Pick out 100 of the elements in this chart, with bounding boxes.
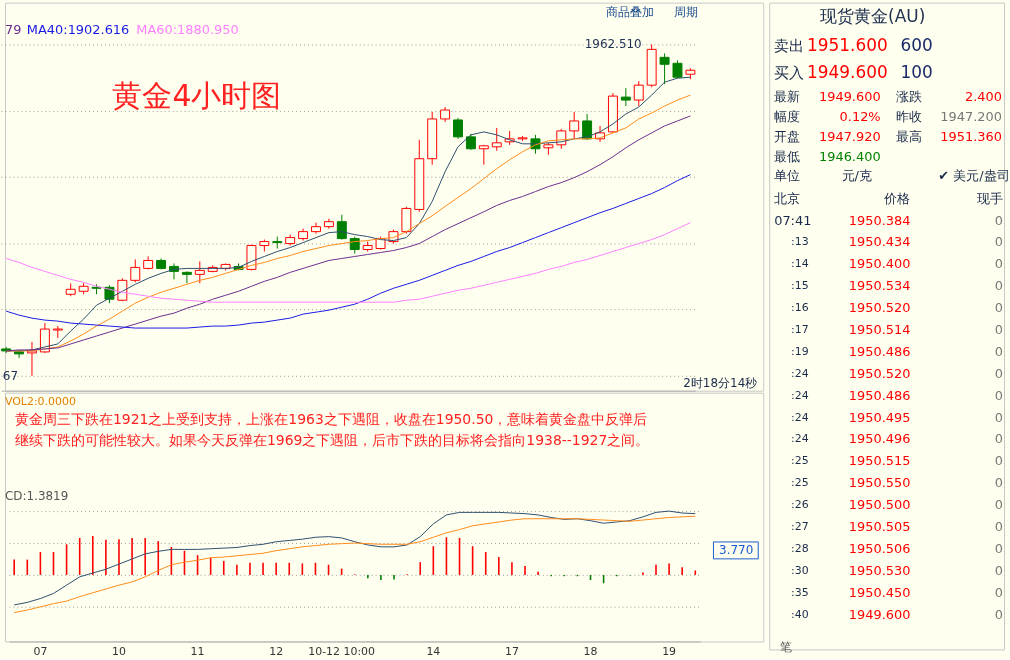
- annotation: 2时18分14秒: [683, 375, 758, 390]
- text: :24: [791, 410, 809, 424]
- x-tick-label: 17: [504, 644, 519, 658]
- text: 0: [994, 212, 1004, 228]
- candlestick: [633, 80, 644, 107]
- text: 0: [994, 300, 1004, 316]
- text: 1950.530: [848, 562, 911, 578]
- text: :15: [791, 279, 809, 293]
- text: 0: [994, 321, 1004, 337]
- text: 2.400: [965, 89, 1003, 105]
- text: 买入: [774, 64, 805, 83]
- text: 1951.600: [807, 35, 888, 56]
- text: VOL2:0.0000: [4, 394, 76, 408]
- text: 100: [900, 62, 933, 83]
- text: 0: [994, 387, 1004, 403]
- text: 黄金4小时图: [112, 78, 282, 114]
- text: 1950.520: [848, 300, 911, 316]
- candlestick: [181, 270, 192, 284]
- text: 1951.360: [940, 128, 1003, 144]
- text: 1950.515: [848, 453, 911, 469]
- text: :40: [791, 607, 809, 621]
- x-tick-label: 07: [33, 644, 48, 658]
- candlestick: [401, 206, 412, 235]
- text: 07:41: [774, 212, 812, 228]
- text: MA40:1902.616: [26, 22, 130, 38]
- text: :25: [791, 476, 809, 490]
- text: 现手: [977, 190, 1004, 206]
- text: 1950.496: [848, 431, 911, 447]
- text: :26: [791, 498, 809, 512]
- text: 1950.550: [848, 475, 911, 491]
- text: 幅度: [774, 109, 801, 125]
- text: 0: [994, 562, 1004, 578]
- text: 1950.534: [848, 278, 911, 294]
- text: :17: [791, 322, 809, 336]
- text: :27: [791, 520, 809, 534]
- x-tick-label: 10: [112, 644, 126, 658]
- text: :28: [791, 541, 809, 555]
- text: 0: [994, 584, 1004, 600]
- text: :14: [791, 257, 809, 271]
- text: 0: [994, 519, 1004, 534]
- text: 0: [994, 431, 1004, 447]
- text: 涨跌: [895, 89, 922, 105]
- text: 1949.600: [848, 606, 911, 622]
- text: 0: [994, 409, 1004, 425]
- text: 0.12%: [839, 109, 881, 125]
- text: 1950.450: [848, 584, 911, 600]
- text: 卖出: [774, 37, 805, 56]
- text: 昨收: [895, 109, 922, 125]
- text: 1950.434: [848, 234, 911, 250]
- text: 0: [994, 365, 1004, 381]
- x-tick-label: 14: [426, 644, 441, 658]
- text: 0: [994, 234, 1004, 250]
- candlestick: [336, 214, 347, 241]
- text: 黄金周三下跌在1921之上受到支持，上涨在1963之下遇阻，收盘在1950.50，意味着黄金盘中反弹后: [14, 410, 648, 427]
- x-tick-label: 11: [190, 644, 205, 658]
- text: 1947.200: [940, 109, 1003, 125]
- text: 最高: [895, 128, 922, 144]
- x-tick-label: 19: [662, 644, 677, 658]
- candlestick: [491, 127, 502, 152]
- text: 3.770: [719, 542, 754, 557]
- text: 价格: [883, 190, 911, 206]
- text: 1950.384: [848, 212, 911, 228]
- candlestick: [194, 260, 205, 284]
- text: 笔: [780, 640, 793, 655]
- candlestick: [311, 222, 321, 235]
- text: 1950.505: [848, 519, 911, 534]
- text: 1950.486: [848, 343, 911, 359]
- text: :35: [791, 585, 809, 599]
- text: 1949.600: [818, 89, 881, 105]
- text: 最低: [774, 148, 801, 164]
- text: :19: [791, 344, 809, 358]
- text: 0: [994, 475, 1004, 491]
- text: 1950.486: [848, 387, 911, 403]
- text: 0: [994, 540, 1004, 556]
- text: :24: [791, 432, 809, 446]
- candlestick: [569, 111, 580, 140]
- text: 0: [994, 256, 1004, 272]
- text: :30: [791, 563, 809, 577]
- text: 1946.400: [818, 148, 881, 164]
- text: 周期: [673, 4, 698, 19]
- text: 0: [994, 278, 1004, 294]
- x-tick-label: 12: [269, 644, 284, 658]
- text: 1950.514: [848, 321, 911, 337]
- candlestick: [659, 52, 670, 85]
- text: :25: [791, 454, 809, 468]
- text: CD:1.3819: [4, 489, 69, 504]
- text: :24: [791, 388, 809, 402]
- text: 元/克: [841, 167, 872, 183]
- text: 商品叠加: [606, 4, 654, 19]
- text: :13: [791, 235, 809, 249]
- annotation: 1962.510: [584, 37, 642, 52]
- text: 0: [994, 343, 1004, 359]
- text: 现货黄金(AU): [820, 5, 926, 26]
- text: 79: [4, 22, 22, 38]
- text: 开盘: [774, 128, 801, 144]
- x-tick-label: 10-12 10:00: [308, 644, 376, 658]
- candlestick: [130, 258, 141, 283]
- text: 1949.600: [807, 62, 888, 83]
- text: 1950.400: [848, 256, 911, 272]
- text: 1950.520: [848, 365, 911, 381]
